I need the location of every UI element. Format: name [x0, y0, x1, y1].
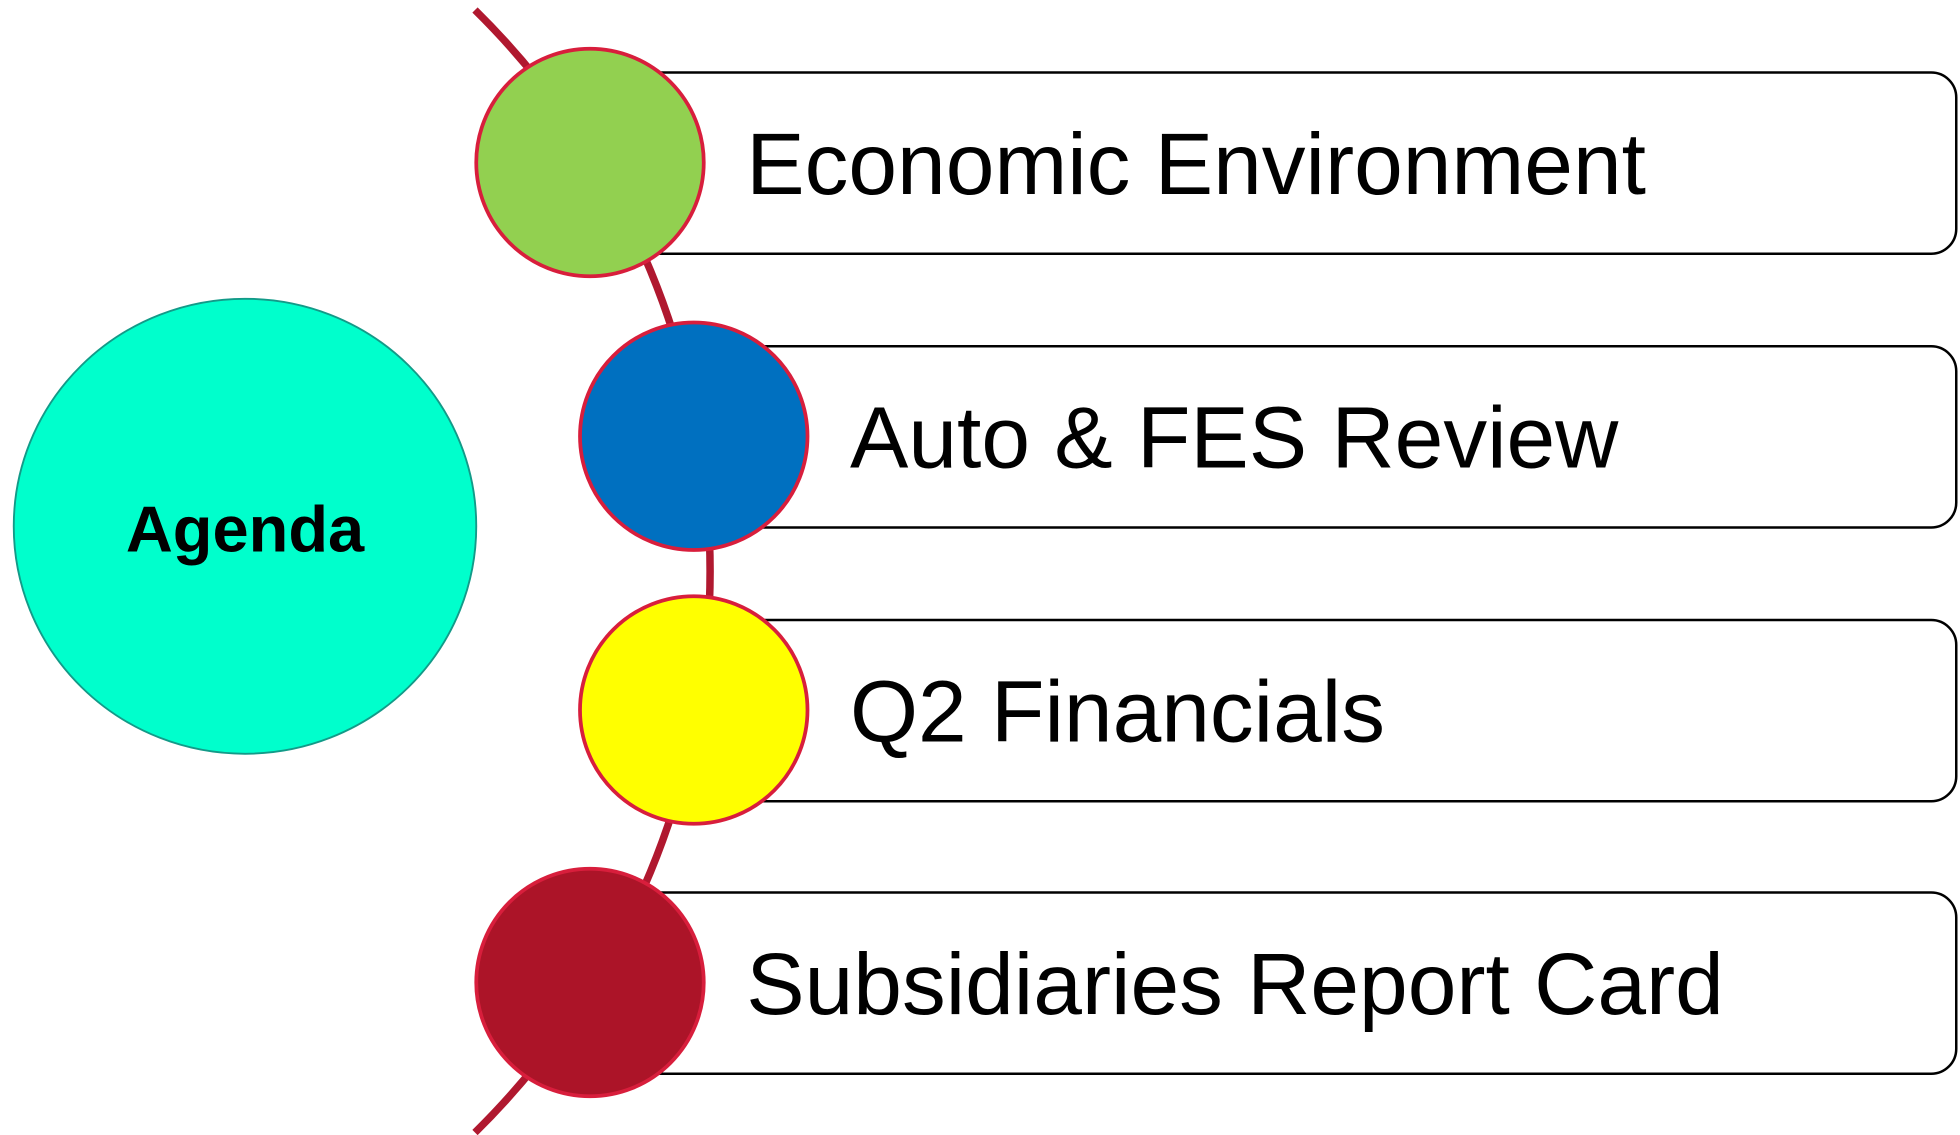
- item-label: Economic Environment: [746, 115, 1646, 213]
- item-bullet: [474, 866, 706, 1099]
- item-bullet: [578, 320, 810, 552]
- item-label: Auto & FES Review: [850, 389, 1619, 487]
- item-bullet: [578, 594, 810, 826]
- items: Economic Environment Auto & FES Review Q2 …: [474, 46, 1958, 1099]
- item-label: Q2 Financials: [850, 662, 1385, 760]
- agenda-circle: [12, 297, 478, 755]
- item-bullet: [474, 46, 706, 279]
- item-label: Subsidiaries Report Card: [746, 935, 1724, 1033]
- agenda-title: Agenda: [126, 492, 365, 565]
